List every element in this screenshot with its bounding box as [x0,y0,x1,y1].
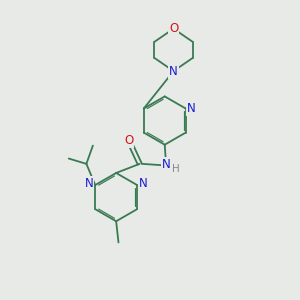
Text: N: N [139,177,148,190]
Text: N: N [187,102,195,115]
Text: N: N [84,177,93,190]
Text: N: N [162,158,171,171]
Text: O: O [169,22,178,35]
Text: N: N [169,64,178,78]
Text: H: H [172,164,179,174]
Text: O: O [124,134,133,147]
